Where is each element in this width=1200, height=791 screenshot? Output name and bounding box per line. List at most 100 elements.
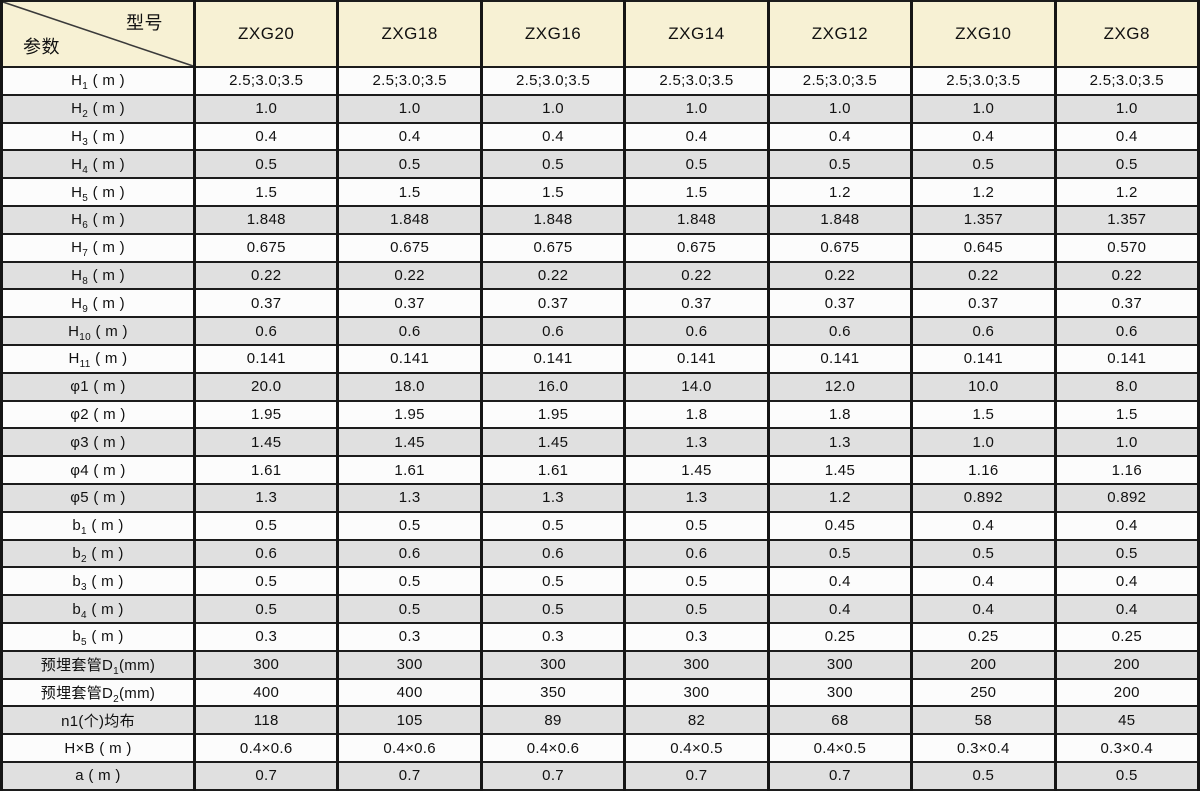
param-label: n1(个)均布 — [0, 705, 196, 736]
value-cell: 0.5 — [1053, 760, 1200, 791]
value-cell: 0.3 — [192, 621, 340, 652]
value-cell: 0.25 — [766, 621, 914, 652]
model-header-zxg16: ZXG16 — [479, 0, 627, 68]
value-cell: 0.4×0.5 — [766, 733, 914, 763]
value-cell: 0.5 — [479, 566, 627, 597]
value-cell: 0.5 — [623, 566, 770, 597]
value-cell: 1.8 — [766, 399, 914, 430]
value-cell: 0.6 — [192, 316, 340, 346]
value-cell: 0.4 — [1053, 594, 1200, 624]
value-cell: 0.5 — [336, 566, 483, 597]
value-cell: 1.3 — [766, 427, 914, 458]
table-row: a ( m ) 0.7 0.7 0.7 0.7 0.7 0.5 0.5 — [0, 760, 1200, 791]
value-cell: 0.3×0.4 — [910, 733, 1057, 763]
value-cell: 0.4 — [1053, 566, 1200, 597]
table-row: H8 ( m ) 0.22 0.22 0.22 0.22 0.22 0.22 0.22 — [0, 260, 1200, 291]
table-row: b1 ( m ) 0.5 0.5 0.5 0.5 0.45 0.4 0.4 — [0, 510, 1200, 541]
value-cell: 82 — [623, 705, 770, 736]
value-cell: 2.5;3.0;3.5 — [910, 66, 1057, 96]
value-cell: 0.5 — [192, 594, 340, 624]
table-row: n1(个)均布 118 105 89 82 68 58 45 — [0, 705, 1200, 736]
value-cell: 8.0 — [1053, 371, 1200, 402]
value-cell: 0.37 — [1053, 288, 1200, 319]
value-cell: 0.4 — [910, 121, 1057, 152]
value-cell: 0.4×0.6 — [336, 733, 483, 763]
table-row: H6 ( m ) 1.848 1.848 1.848 1.848 1.848 1.357 1.… — [0, 204, 1200, 235]
table-row: b5 ( m ) 0.3 0.3 0.3 0.3 0.25 0.25 0.25 — [0, 621, 1200, 652]
value-cell: 1.3 — [623, 482, 770, 513]
value-cell: 0.37 — [336, 288, 483, 319]
value-cell: 300 — [479, 649, 627, 680]
value-cell: 0.4×0.6 — [192, 733, 340, 763]
value-cell: 0.141 — [336, 343, 483, 374]
table-row: b4 ( m ) 0.5 0.5 0.5 0.5 0.4 0.4 0.4 — [0, 594, 1200, 624]
value-cell: 0.5 — [766, 538, 914, 569]
value-cell: 0.645 — [910, 232, 1057, 263]
value-cell: 58 — [910, 705, 1057, 736]
value-cell: 0.675 — [623, 232, 770, 263]
value-cell: 0.5 — [910, 149, 1057, 180]
value-cell: 1.0 — [479, 93, 627, 124]
value-cell: 1.95 — [192, 399, 340, 430]
table-row: H5 ( m ) 1.5 1.5 1.5 1.5 1.2 1.2 1.2 — [0, 177, 1200, 207]
param-label: b1 ( m ) — [0, 510, 196, 541]
value-cell: 16.0 — [479, 371, 627, 402]
value-cell: 1.3 — [336, 482, 483, 513]
value-cell: 300 — [336, 649, 483, 680]
param-label: b3 ( m ) — [0, 566, 196, 597]
value-cell: 300 — [766, 649, 914, 680]
table-row: φ4 ( m ) 1.61 1.61 1.61 1.45 1.45 1.16 1.16 — [0, 455, 1200, 485]
value-cell: 0.6 — [192, 538, 340, 569]
value-cell: 0.7 — [192, 760, 340, 791]
value-cell: 68 — [766, 705, 914, 736]
value-cell: 0.4 — [910, 594, 1057, 624]
value-cell: 0.4 — [192, 121, 340, 152]
value-cell: 20.0 — [192, 371, 340, 402]
value-cell: 0.45 — [766, 510, 914, 541]
value-cell: 0.25 — [1053, 621, 1200, 652]
value-cell: 0.22 — [766, 260, 914, 291]
value-cell: 45 — [1053, 705, 1200, 736]
value-cell: 0.3×0.4 — [1053, 733, 1200, 763]
value-cell: 200 — [1053, 677, 1200, 708]
value-cell: 0.5 — [910, 760, 1057, 791]
value-cell: 0.141 — [910, 343, 1057, 374]
value-cell: 0.6 — [336, 538, 483, 569]
param-label: b4 ( m ) — [0, 594, 196, 624]
value-cell: 0.4 — [766, 594, 914, 624]
value-cell: 0.37 — [623, 288, 770, 319]
value-cell: 0.675 — [479, 232, 627, 263]
table-header-row: 型号 参数 ZXG20 ZXG18 ZXG16 ZXG14 ZXG12 ZXG10 ZXG8 — [0, 0, 1200, 68]
value-cell: 300 — [623, 649, 770, 680]
param-label: φ1 ( m ) — [0, 371, 196, 402]
value-cell: 1.45 — [192, 427, 340, 458]
value-cell: 350 — [479, 677, 627, 708]
table-row: φ2 ( m ) 1.95 1.95 1.95 1.8 1.8 1.5 1.5 — [0, 399, 1200, 430]
value-cell: 0.4 — [910, 510, 1057, 541]
value-cell: 0.4 — [479, 121, 627, 152]
value-cell: 10.0 — [910, 371, 1057, 402]
param-label: H2 ( m ) — [0, 93, 196, 124]
table-row: H9 ( m ) 0.37 0.37 0.37 0.37 0.37 0.37 0.37 — [0, 288, 1200, 319]
value-cell: 1.5 — [1053, 399, 1200, 430]
param-label: H6 ( m ) — [0, 204, 196, 235]
value-cell: 0.22 — [192, 260, 340, 291]
param-label: a ( m ) — [0, 760, 196, 791]
value-cell: 0.4 — [910, 566, 1057, 597]
param-label: H4 ( m ) — [0, 149, 196, 180]
table-row: b3 ( m ) 0.5 0.5 0.5 0.5 0.4 0.4 0.4 — [0, 566, 1200, 597]
model-header-zxg20: ZXG20 — [192, 0, 340, 68]
param-label: H×B ( m ) — [0, 733, 196, 763]
table-row: H11 ( m ) 0.141 0.141 0.141 0.141 0.141 0.141 0… — [0, 343, 1200, 374]
value-cell: 0.3 — [336, 621, 483, 652]
value-cell: 1.0 — [766, 93, 914, 124]
value-cell: 1.5 — [336, 177, 483, 207]
value-cell: 1.8 — [623, 399, 770, 430]
value-cell: 0.37 — [192, 288, 340, 319]
value-cell: 0.4 — [336, 121, 483, 152]
value-cell: 0.4 — [766, 566, 914, 597]
value-cell: 0.4 — [623, 121, 770, 152]
value-cell: 1.5 — [623, 177, 770, 207]
